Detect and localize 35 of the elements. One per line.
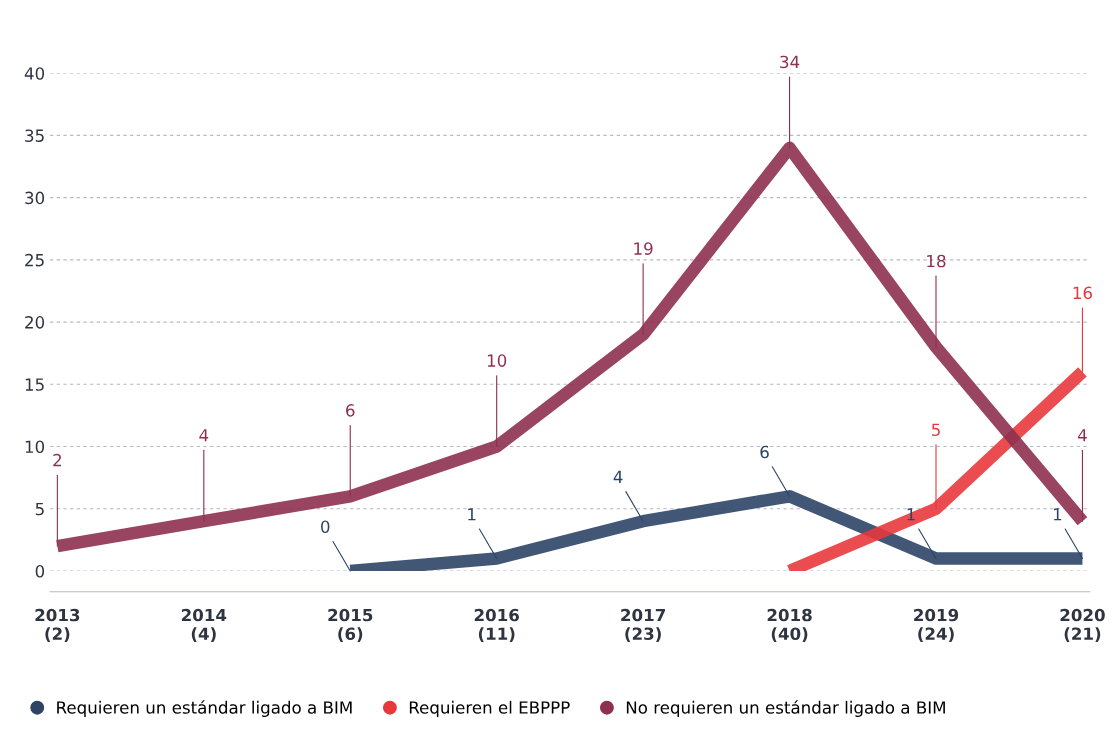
data-label: 4	[199, 429, 209, 442]
y-tick-label: 30	[25, 191, 45, 205]
y-tick-label: 35	[25, 129, 44, 142]
data-label: 10	[487, 354, 507, 367]
y-tick-label: 5	[35, 502, 44, 516]
data-label: 5	[931, 423, 940, 437]
data-label: 6	[346, 404, 355, 417]
x-tick-label: 2015 (6)	[328, 608, 373, 642]
x-tick-label: 2019 (24)	[914, 608, 959, 642]
data-label: 6	[760, 445, 769, 459]
data-label: 0	[321, 520, 330, 534]
y-tick-label: 0	[35, 564, 45, 578]
legend-label: No requieren un estándar ligado a BIM	[626, 700, 945, 717]
y-tick-label: 25	[25, 253, 44, 267]
y-tick-label: 40	[24, 67, 45, 80]
data-label: 1	[468, 508, 476, 521]
data-label: 4	[1077, 429, 1087, 442]
y-tick-label: 10	[25, 440, 45, 454]
x-tick-label: 2016 (11)	[474, 608, 519, 642]
data-label: 1	[1053, 508, 1062, 521]
y-tick-label: 15	[25, 378, 44, 391]
data-label: 2	[53, 453, 61, 467]
x-tick-label: 2018 (40)	[767, 608, 812, 642]
legend-label: Requieren el EBPPP	[409, 700, 570, 717]
legend-label: Requieren un estándar ligado a BIM	[57, 700, 352, 717]
data-label: 34	[780, 55, 800, 69]
data-label: 19	[634, 242, 653, 255]
x-tick-label: 2020 (21)	[1060, 608, 1105, 642]
data-label: 16	[1073, 286, 1092, 300]
x-tick-label: 2017 (23)	[621, 608, 665, 642]
y-tick-label: 20	[25, 316, 45, 329]
data-label: 18	[927, 254, 946, 268]
data-label: 4	[613, 470, 623, 483]
x-tick-label: 2014 (4)	[181, 608, 227, 642]
x-tick-label: 2013 (2)	[35, 608, 80, 642]
